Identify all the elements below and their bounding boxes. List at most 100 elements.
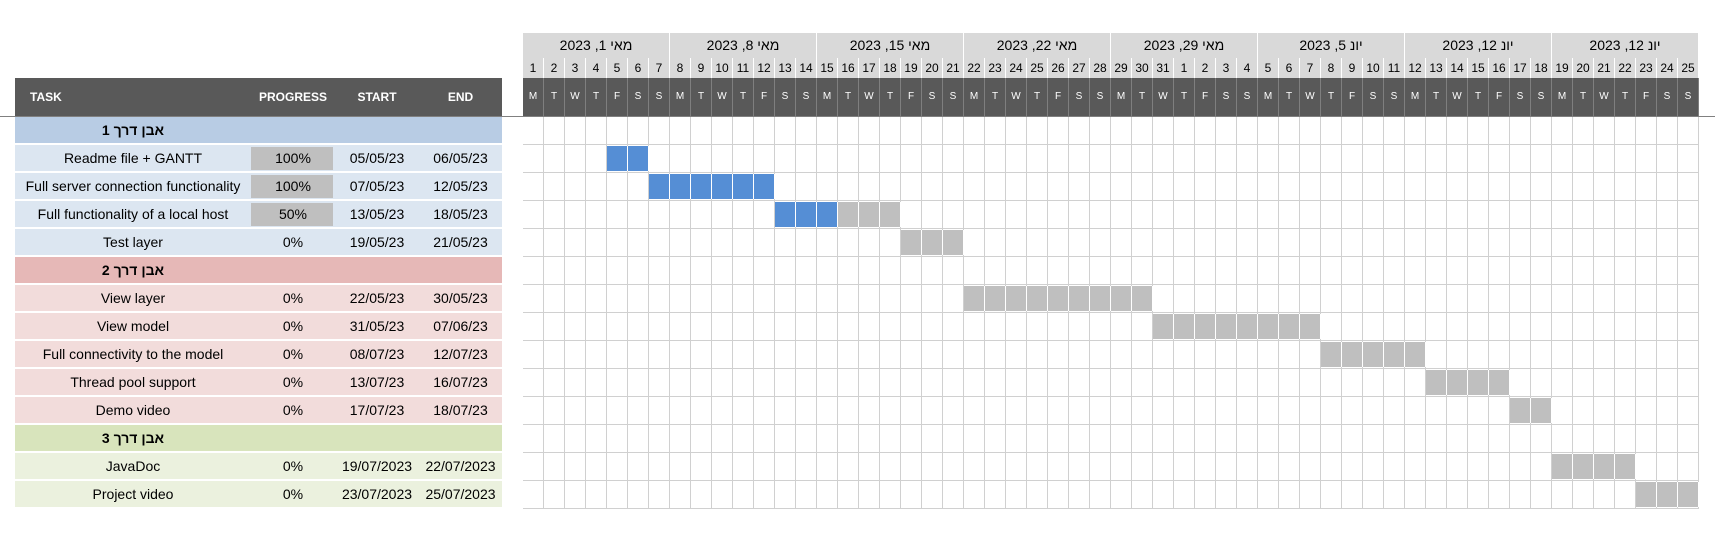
gantt-day-cell[interactable] — [1090, 425, 1111, 453]
gantt-day-cell[interactable] — [901, 173, 922, 201]
gantt-day-cell[interactable] — [1006, 229, 1027, 257]
gantt-day-cell[interactable] — [922, 341, 943, 369]
gantt-day-cell[interactable] — [796, 425, 817, 453]
gantt-day-cell[interactable] — [1447, 145, 1468, 173]
gantt-day-cell[interactable] — [607, 369, 628, 397]
gantt-day-cell[interactable] — [1384, 453, 1405, 481]
gantt-day-cell[interactable] — [586, 425, 607, 453]
gantt-day-cell[interactable] — [1552, 229, 1573, 257]
gantt-day-cell[interactable] — [1657, 201, 1678, 229]
gantt-day-cell[interactable] — [733, 145, 754, 173]
gantt-day-cell[interactable] — [859, 285, 880, 313]
gantt-day-cell[interactable] — [1027, 313, 1048, 341]
gantt-day-cell[interactable] — [1258, 481, 1279, 509]
gantt-day-cell[interactable] — [1174, 257, 1195, 285]
gantt-day-cell[interactable] — [1657, 285, 1678, 313]
gantt-day-cell[interactable] — [691, 369, 712, 397]
gantt-day-cell[interactable] — [544, 201, 565, 229]
gantt-day-cell[interactable] — [1489, 425, 1510, 453]
gantt-day-cell[interactable] — [1657, 145, 1678, 173]
gantt-day-cell[interactable] — [1573, 397, 1594, 425]
gantt-day-cell[interactable] — [523, 229, 544, 257]
gantt-day-cell[interactable] — [523, 425, 544, 453]
gantt-day-cell[interactable] — [943, 117, 964, 145]
gantt-day-cell[interactable] — [1489, 257, 1510, 285]
gantt-day-cell[interactable] — [1426, 145, 1447, 173]
task-row[interactable]: Test layer 0% 19/05/23 21/05/23 — [15, 229, 502, 256]
gantt-day-cell[interactable] — [691, 145, 712, 173]
task-row[interactable]: Full functionality of a local host 50% 13/… — [15, 201, 502, 228]
gantt-day-cell[interactable] — [817, 173, 838, 201]
gantt-day-cell[interactable] — [1174, 117, 1195, 145]
gantt-day-cell[interactable] — [838, 285, 859, 313]
gantt-day-cell[interactable] — [1363, 201, 1384, 229]
gantt-day-cell[interactable] — [1174, 173, 1195, 201]
task-row[interactable]: Full connectivity to the model 0% 08/07/23… — [15, 341, 502, 368]
gantt-day-cell[interactable] — [901, 341, 922, 369]
gantt-day-cell[interactable] — [1216, 201, 1237, 229]
gantt-day-cell[interactable] — [1006, 453, 1027, 481]
gantt-day-cell[interactable] — [901, 453, 922, 481]
gantt-day-cell[interactable] — [1342, 369, 1363, 397]
gantt-day-cell[interactable] — [1321, 369, 1342, 397]
gantt-day-cell[interactable] — [523, 481, 544, 509]
gantt-day-cell[interactable] — [670, 425, 691, 453]
gantt-day-cell[interactable] — [1006, 201, 1027, 229]
gantt-day-cell[interactable] — [1636, 313, 1657, 341]
gantt-day-cell[interactable] — [1657, 257, 1678, 285]
gantt-day-cell[interactable] — [1216, 173, 1237, 201]
gantt-day-cell[interactable] — [1195, 257, 1216, 285]
gantt-day-cell[interactable] — [1132, 453, 1153, 481]
gantt-day-cell[interactable] — [586, 257, 607, 285]
gantt-day-cell[interactable] — [1090, 313, 1111, 341]
gantt-bar-pending[interactable] — [1321, 342, 1342, 367]
gantt-day-cell[interactable] — [1258, 341, 1279, 369]
gantt-day-cell[interactable] — [796, 369, 817, 397]
gantt-day-cell[interactable] — [838, 425, 859, 453]
gantt-day-cell[interactable] — [922, 369, 943, 397]
gantt-day-cell[interactable] — [1027, 369, 1048, 397]
gantt-day-cell[interactable] — [964, 173, 985, 201]
gantt-day-cell[interactable] — [733, 397, 754, 425]
gantt-day-cell[interactable] — [1342, 257, 1363, 285]
gantt-day-cell[interactable] — [1132, 145, 1153, 173]
gantt-day-cell[interactable] — [1363, 397, 1384, 425]
gantt-day-cell[interactable] — [1384, 145, 1405, 173]
gantt-day-cell[interactable] — [1153, 229, 1174, 257]
gantt-day-cell[interactable] — [1615, 229, 1636, 257]
gantt-day-cell[interactable] — [1657, 313, 1678, 341]
gantt-day-cell[interactable] — [1111, 481, 1132, 509]
gantt-day-cell[interactable] — [1573, 145, 1594, 173]
gantt-day-cell[interactable] — [1426, 453, 1447, 481]
gantt-day-cell[interactable] — [1321, 285, 1342, 313]
gantt-day-cell[interactable] — [1594, 145, 1615, 173]
gantt-day-cell[interactable] — [775, 257, 796, 285]
gantt-day-cell[interactable] — [1594, 201, 1615, 229]
gantt-bar-pending[interactable] — [880, 202, 901, 227]
gantt-day-cell[interactable] — [1636, 173, 1657, 201]
gantt-bar-done[interactable] — [733, 174, 754, 199]
gantt-day-cell[interactable] — [985, 201, 1006, 229]
task-row[interactable]: View model 0% 31/05/23 07/06/23 — [15, 313, 502, 340]
gantt-day-cell[interactable] — [1300, 145, 1321, 173]
task-row[interactable]: Project video 0% 23/07/2023 25/07/2023 — [15, 481, 502, 508]
gantt-day-cell[interactable] — [1426, 285, 1447, 313]
gantt-day-cell[interactable] — [859, 117, 880, 145]
gantt-day-cell[interactable] — [1216, 229, 1237, 257]
gantt-day-cell[interactable] — [964, 257, 985, 285]
gantt-day-cell[interactable] — [859, 145, 880, 173]
task-row[interactable]: Thread pool support 0% 13/07/23 16/07/23 — [15, 369, 502, 396]
gantt-bar-pending[interactable] — [1027, 286, 1048, 311]
gantt-day-cell[interactable] — [901, 117, 922, 145]
gantt-day-cell[interactable] — [1405, 285, 1426, 313]
gantt-day-cell[interactable] — [796, 481, 817, 509]
gantt-day-cell[interactable] — [943, 145, 964, 173]
gantt-day-cell[interactable] — [544, 341, 565, 369]
gantt-day-cell[interactable] — [1363, 313, 1384, 341]
gantt-day-cell[interactable] — [1216, 341, 1237, 369]
gantt-bar-pending[interactable] — [1384, 342, 1405, 367]
gantt-day-cell[interactable] — [1300, 369, 1321, 397]
gantt-day-cell[interactable] — [985, 453, 1006, 481]
gantt-day-cell[interactable] — [1216, 117, 1237, 145]
gantt-day-cell[interactable] — [1342, 117, 1363, 145]
